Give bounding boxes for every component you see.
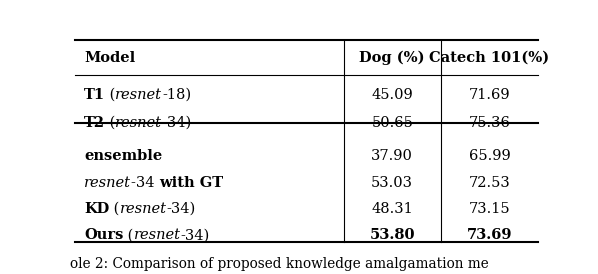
Text: 65.99: 65.99 [469, 149, 511, 163]
Text: 72.53: 72.53 [469, 176, 511, 190]
Text: (: ( [109, 202, 120, 216]
Text: T2: T2 [84, 116, 105, 130]
Text: -34): -34) [181, 229, 210, 242]
Text: (: ( [105, 88, 115, 102]
Text: 45.09: 45.09 [371, 88, 413, 102]
Text: resnet: resnet [120, 202, 166, 216]
Text: resnet: resnet [84, 176, 131, 190]
Text: KD: KD [84, 202, 109, 216]
Text: Ours: Ours [84, 229, 123, 242]
Text: 53.80: 53.80 [370, 229, 415, 242]
Text: T1: T1 [84, 88, 105, 102]
Text: resnet: resnet [115, 116, 163, 130]
Text: resnet: resnet [133, 229, 181, 242]
Text: with GT: with GT [159, 176, 223, 190]
Text: 48.31: 48.31 [371, 202, 413, 216]
Text: 73.69: 73.69 [467, 229, 512, 242]
Text: -18): -18) [163, 88, 191, 102]
Text: -34: -34 [131, 176, 159, 190]
Text: 53.03: 53.03 [371, 176, 413, 190]
Text: 75.36: 75.36 [469, 116, 511, 130]
Text: 50.65: 50.65 [371, 116, 413, 130]
Text: Model: Model [84, 51, 135, 65]
Text: -34): -34) [163, 116, 191, 130]
Text: 73.15: 73.15 [469, 202, 510, 216]
Text: (: ( [123, 229, 133, 242]
Text: resnet: resnet [115, 88, 163, 102]
Text: ole 2: Comparison of proposed knowledge amalgamation me: ole 2: Comparison of proposed knowledge … [70, 256, 489, 270]
Text: Dog (%): Dog (%) [359, 50, 425, 65]
Text: ensemble: ensemble [84, 149, 162, 163]
Text: 37.90: 37.90 [371, 149, 413, 163]
Text: Catech 101(%): Catech 101(%) [429, 51, 550, 65]
Text: -34): -34) [166, 202, 196, 216]
Text: (: ( [105, 116, 115, 130]
Text: 71.69: 71.69 [469, 88, 510, 102]
